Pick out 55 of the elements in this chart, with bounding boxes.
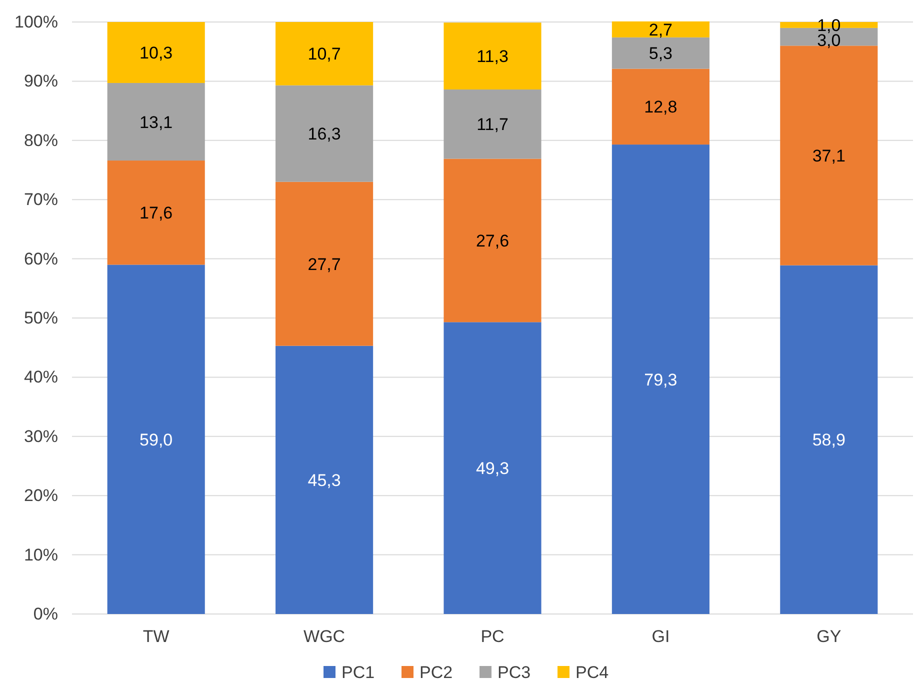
data-label: 11,7 xyxy=(476,115,508,134)
y-tick-label: 30% xyxy=(24,426,58,446)
legend-label: PC3 xyxy=(498,663,531,682)
data-label: 2,7 xyxy=(648,20,673,40)
data-label: 10,7 xyxy=(308,44,341,64)
data-label: 49,3 xyxy=(476,459,510,478)
bar xyxy=(612,144,710,614)
legend-label: PC2 xyxy=(420,663,453,682)
data-label: 13,1 xyxy=(140,112,173,132)
bar xyxy=(612,68,710,145)
y-tick-label: 70% xyxy=(24,190,58,210)
x-tick-label: WGC xyxy=(304,627,346,646)
bar xyxy=(276,22,374,86)
data-label: 37,1 xyxy=(812,146,846,166)
y-tick-label: 50% xyxy=(24,308,58,328)
data-label: 27,6 xyxy=(476,231,510,250)
y-tick-label: 60% xyxy=(24,249,58,268)
bar xyxy=(276,346,374,614)
data-label: 59,0 xyxy=(140,430,173,450)
bar xyxy=(612,37,710,69)
data-label: 45,3 xyxy=(308,470,341,490)
bar xyxy=(107,82,205,161)
bar xyxy=(444,89,542,159)
x-tick-label: PC xyxy=(480,627,504,646)
x-tick-label: GI xyxy=(652,627,670,646)
data-label: 16,3 xyxy=(308,124,341,144)
bar xyxy=(780,265,878,614)
y-tick-label: 40% xyxy=(24,368,58,387)
data-label: 17,6 xyxy=(140,204,173,223)
x-tick-label: GY xyxy=(816,627,842,646)
bar xyxy=(444,322,542,614)
bar xyxy=(444,158,542,322)
y-tick-label: 90% xyxy=(24,72,58,91)
data-label: 12,8 xyxy=(644,98,678,117)
y-tick-label: 0% xyxy=(33,604,58,624)
bar xyxy=(107,264,205,614)
bar xyxy=(444,22,542,90)
data-label: 79,3 xyxy=(644,370,678,390)
data-label: 10,3 xyxy=(140,43,173,62)
bar xyxy=(107,22,205,83)
y-tick-label: 80% xyxy=(24,130,58,150)
y-tick-label: 100% xyxy=(14,12,58,32)
bar xyxy=(276,182,374,346)
bar xyxy=(276,85,374,182)
legend-label: PC4 xyxy=(576,663,609,682)
data-label: 58,9 xyxy=(812,430,846,450)
legend-label: PC1 xyxy=(342,663,375,682)
data-label: 27,7 xyxy=(308,254,341,274)
bar xyxy=(107,160,205,265)
data-label: 5,3 xyxy=(648,44,673,64)
y-tick-label: 20% xyxy=(24,486,58,506)
bar xyxy=(612,21,710,38)
y-tick-label: 10% xyxy=(24,545,58,564)
x-tick-label: TW xyxy=(142,627,170,646)
data-label: 11,3 xyxy=(476,47,508,66)
